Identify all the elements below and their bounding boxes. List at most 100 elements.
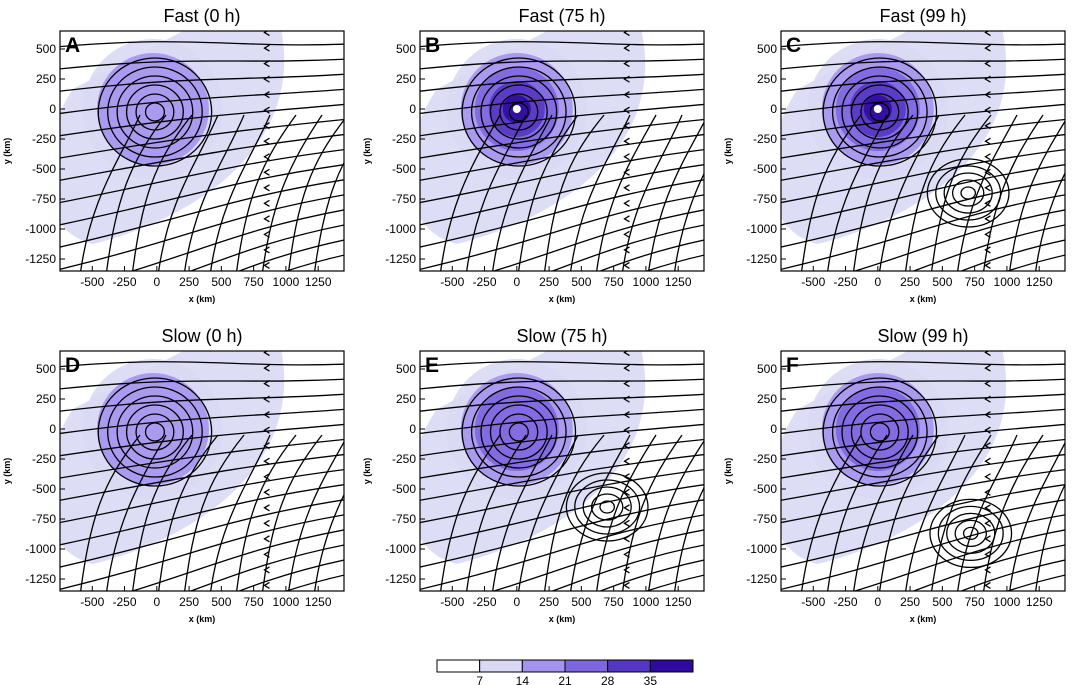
- y-tick-label: -1250: [746, 572, 777, 586]
- x-tick-label: 1250: [1026, 275, 1053, 289]
- flow-streamline: [132, 434, 193, 591]
- y-tick-label: -1000: [25, 222, 56, 236]
- vortex-streamline: [869, 102, 890, 122]
- flow-streamline: [60, 361, 344, 368]
- y-tick-label: -250: [392, 452, 416, 466]
- streamline-arrow: [984, 44, 991, 52]
- vortex-streamline: [508, 102, 529, 122]
- flow-streamline: [550, 544, 704, 591]
- y-tick-label: -750: [32, 192, 56, 206]
- flow-streamline: [1005, 254, 1065, 271]
- secondary-vortex-streamline: [962, 526, 979, 541]
- flow-streamline: [491, 529, 704, 591]
- flow-streamline: [440, 114, 501, 271]
- x-tick-label: 1250: [1026, 595, 1053, 609]
- panel-letter: B: [425, 34, 440, 57]
- vortex-streamline: [135, 413, 175, 451]
- flow-streamline: [852, 529, 1065, 591]
- streamline-arrow: [623, 380, 630, 388]
- streamline-arrow: [623, 411, 630, 419]
- streamline-arrow: [263, 246, 270, 254]
- y-tick-label: -500: [753, 162, 777, 176]
- panel-d: -500 -250 0 250 500 750 1000 1250 500 250 0 -250 -50…: [2, 326, 345, 624]
- flow-streamline: [781, 469, 1065, 524]
- streamline-arrow: [263, 364, 270, 372]
- flow-streamline: [1005, 574, 1065, 591]
- y-tick-label: 500: [757, 42, 777, 56]
- y-axis-label: y (km): [723, 138, 733, 165]
- flow-streamline: [781, 393, 1065, 412]
- streamline-arrow: [623, 364, 630, 372]
- streamline-arrow: [623, 31, 630, 37]
- y-tick-label: 250: [757, 392, 777, 406]
- flow-streamline: [60, 408, 344, 435]
- x-tick-label: -500: [80, 595, 104, 609]
- y-tick-label: 0: [770, 422, 777, 436]
- streamline-arrow: [984, 60, 991, 68]
- x-tick-label: 1250: [665, 595, 692, 609]
- flow-streamline: [911, 544, 1065, 591]
- y-tick-label: -1000: [385, 542, 416, 556]
- panels-layer: -500 -250 0 250 500 750 1000 1250 500 250 0 -250 -50…: [2, 6, 1066, 624]
- flow-streamline: [80, 434, 141, 591]
- x-tick-label: 750: [244, 275, 264, 289]
- flow-streamline: [781, 88, 1065, 115]
- flow-streamline: [492, 434, 553, 591]
- secondary-vortex-streamline: [599, 500, 616, 514]
- flow-streamline: [983, 434, 1044, 591]
- flow-streamline: [420, 194, 704, 271]
- flow-streamline: [931, 114, 992, 271]
- x-tick-label: 750: [604, 595, 624, 609]
- vortex-streamline: [489, 404, 548, 460]
- flow-streamline: [184, 434, 245, 591]
- flow-streamline: [189, 544, 344, 591]
- flow-streamline: [781, 408, 1065, 435]
- flow-streamline: [801, 434, 862, 591]
- streamline-arrow: [623, 137, 630, 145]
- x-axis-label: x (km): [189, 294, 216, 304]
- x-tick-label: 0: [874, 275, 881, 289]
- streamline-arrow: [263, 44, 270, 52]
- y-tick-label: -1250: [25, 252, 56, 266]
- vortex-streamline: [850, 84, 909, 140]
- x-tick-label: 250: [539, 595, 559, 609]
- flow-streamline: [550, 224, 704, 271]
- flow-streamline: [518, 114, 579, 271]
- flow-streamline: [236, 114, 297, 271]
- colorbar: 7 14 21 28 35: [436, 659, 694, 685]
- secondary-vortex-streamline: [926, 158, 1010, 228]
- flow-streamline: [1035, 483, 1065, 591]
- flow-streamline: [237, 239, 344, 271]
- flow-streamline: [957, 434, 1018, 591]
- flow-streamline: [60, 149, 344, 204]
- streamline-arrow: [984, 153, 991, 161]
- flow-streamline: [420, 164, 704, 226]
- x-tick-label: -500: [801, 275, 825, 289]
- flow-streamline: [210, 434, 271, 591]
- flow-streamline: [905, 114, 966, 271]
- colorbar-tick-label: 7: [476, 674, 483, 685]
- flow-streamline: [420, 361, 704, 368]
- y-tick-label: 250: [36, 392, 56, 406]
- flow-streamline: [60, 88, 344, 115]
- flow-streamline: [420, 438, 704, 479]
- flow-streamline: [420, 41, 704, 48]
- y-tick-label: 500: [36, 362, 56, 376]
- y-tick-label: -500: [392, 482, 416, 496]
- streamline-arrow: [263, 426, 270, 434]
- shading-level-3: [835, 387, 920, 471]
- panel-letter: E: [425, 354, 439, 377]
- streamline-arrow: [263, 184, 270, 192]
- flow-streamline: [262, 434, 323, 591]
- x-tick-label: 500: [211, 595, 231, 609]
- streamlines: [420, 351, 704, 591]
- vortex-streamline: [125, 84, 184, 140]
- flow-streamline: [210, 114, 271, 271]
- flow-streamline: [492, 114, 553, 271]
- secondary-vortex-streamline: [929, 498, 1013, 569]
- streamline-arrow: [623, 488, 630, 496]
- flow-streamline: [314, 493, 344, 591]
- streamline-arrow: [623, 184, 630, 192]
- x-tick-label: -250: [113, 595, 137, 609]
- streamline-arrow: [984, 106, 991, 114]
